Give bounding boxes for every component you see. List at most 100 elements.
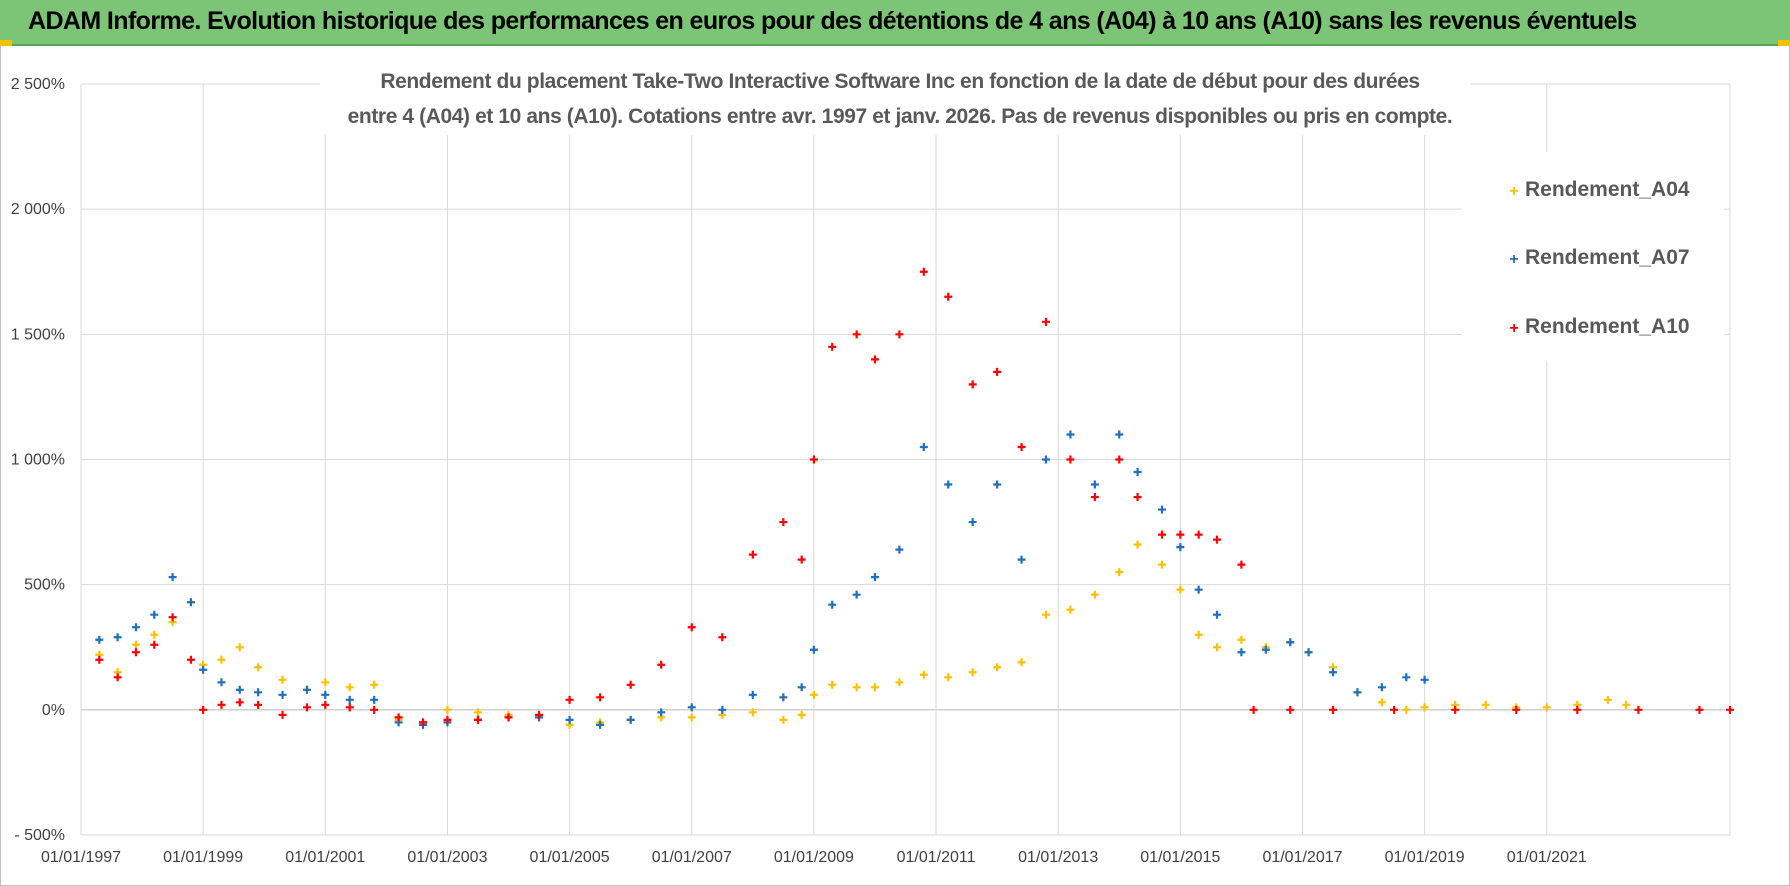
data-point [235,643,244,652]
legend-item-a07: + Rendement_A07 [1509,246,1689,269]
data-point [1726,705,1734,714]
legend-item-a04: + Rendement_A04 [1509,178,1690,201]
y-tick-label: 0% [42,702,65,719]
series-rendement-a10 [95,267,1734,727]
data-point [254,663,263,672]
x-tick-label: 01/01/2019 [1385,849,1465,866]
data-point [113,633,122,642]
data-point [168,613,177,622]
data-point [1622,700,1631,709]
data-point [828,600,837,609]
data-point [779,518,788,527]
data-point [1634,705,1643,714]
data-point [168,573,177,582]
data-point [919,670,928,679]
data-point [828,342,837,351]
data-point [1329,668,1338,677]
data-point [1237,635,1246,644]
data-point [370,680,379,689]
data-point [1017,658,1026,667]
data-point [1573,705,1582,714]
x-tick-label: 01/01/2015 [1140,849,1220,866]
data-point [235,685,244,694]
data-point [217,678,226,687]
data-point [687,623,696,632]
data-point [199,665,208,674]
data-point [443,705,452,714]
data-point [370,695,379,704]
chart-title-line-2: entre 4 (A04) et 10 ans (A10). Cotations… [348,105,1453,128]
data-point [217,700,226,709]
data-point [968,668,977,677]
data-point [797,555,806,564]
data-point [1695,705,1704,714]
report-banner: ADAM Informe. Evolution historique des p… [0,0,1790,46]
data-point [779,693,788,702]
data-point [1115,430,1124,439]
legend-marker-a07: + [1509,251,1518,268]
series-rendement-a07 [95,430,1429,729]
legend-marker-a10: + [1509,320,1518,337]
data-point [1041,610,1050,619]
data-point [394,713,403,722]
chart-title: Rendement du placement Take-Two Interact… [348,70,1453,128]
data-point [1212,643,1221,652]
data-point [895,545,904,554]
data-point [1194,530,1203,539]
data-point [1066,430,1075,439]
data-point [131,648,140,657]
data-point [254,688,263,697]
x-tick-label: 01/01/1999 [163,849,243,866]
axis-labels: - 500% 0% 500% 1 000% 1 500% 2 000% 2 500% 01/0… [11,76,1587,866]
data-point [302,703,311,712]
data-point [150,610,159,619]
data-point [1212,610,1221,619]
data-point [596,720,605,729]
x-tick-label: 01/01/2013 [1018,849,1098,866]
data-point [1090,493,1099,502]
data-point [1481,700,1490,709]
x-tick-label: 01/01/2009 [774,849,854,866]
data-point [779,715,788,724]
data-point [186,655,195,664]
data-point [1512,705,1521,714]
legend-label-a10: Rendement_A10 [1525,315,1690,338]
x-tick-label: 01/01/2007 [652,849,732,866]
data-point [321,700,330,709]
data-point [113,673,122,682]
data-point [1451,705,1460,714]
data-point [809,645,818,654]
data-point [895,330,904,339]
data-point [1090,480,1099,489]
x-tick-label: 01/01/2005 [530,849,610,866]
data-point [1090,590,1099,599]
data-point [797,710,806,719]
data-point [1390,705,1399,714]
data-point [870,573,879,582]
data-point [1194,585,1203,594]
data-point [968,380,977,389]
data-point [443,715,452,724]
legend-label-a07: Rendement_A07 [1525,246,1690,269]
data-point [626,680,635,689]
data-point [235,698,244,707]
data-point [852,683,861,692]
data-point [596,693,605,702]
x-tick-label: 01/01/2017 [1262,849,1342,866]
data-point [1017,555,1026,564]
data-point [718,633,727,642]
data-point [1158,530,1167,539]
data-point [131,640,140,649]
y-tick-label: 1 000% [11,452,65,469]
data-point [1402,705,1411,714]
y-tick-label: 500% [24,577,65,594]
banner-corner-right [1778,40,1790,46]
data-point [944,480,953,489]
data-point [1133,468,1142,477]
chart-title-line-1: Rendement du placement Take-Two Interact… [380,70,1419,93]
legend-label-a04: Rendement_A04 [1525,178,1690,201]
data-point [150,640,159,649]
x-tick-label: 01/01/2011 [897,849,976,866]
data-point [797,683,806,692]
